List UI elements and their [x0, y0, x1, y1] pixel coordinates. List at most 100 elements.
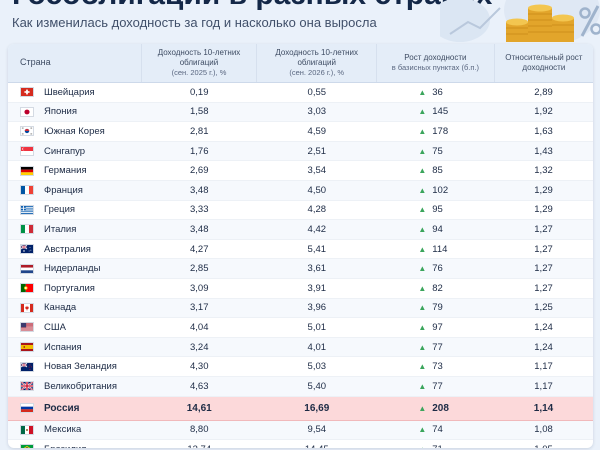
country-cell: Великобритания — [8, 381, 141, 392]
table-row: Испания 3,24 4,01 ▲ 77 1,24 — [8, 337, 593, 358]
arrow-up-icon: ▲ — [418, 264, 427, 274]
table-row-highlighted: Россия 14,61 16,69 ▲ 208 1,14 — [8, 396, 593, 421]
yield-2026-cell: 0,55 — [307, 86, 327, 98]
country-cell: Греция — [8, 204, 141, 215]
growth-cell: ▲ 178 — [377, 126, 495, 137]
arrow-up-icon: ▲ — [418, 126, 427, 136]
brazil-flag-icon — [20, 444, 44, 448]
country-cell: Новая Зеландия — [8, 361, 141, 372]
growth-value: 74 — [432, 424, 443, 436]
table-row: Италия 3,48 4,42 ▲ 94 1,27 — [8, 220, 593, 240]
relative-growth-cell: 2,89 — [534, 86, 553, 98]
growth-cell: ▲ 79 — [377, 302, 495, 313]
country-name: Новая Зеландия — [44, 361, 117, 373]
mexico-flag-icon — [20, 424, 44, 435]
yield-2025-cell: 8,80 — [189, 424, 209, 436]
table-row: Южная Корея 2,81 4,59 ▲ 178 1,63 — [8, 122, 593, 142]
country-name: Испания — [44, 341, 82, 353]
growth-value: 178 — [432, 125, 449, 137]
country-name: Франция — [44, 184, 83, 196]
country-name: Япония — [44, 106, 77, 118]
south-korea-flag-icon — [20, 126, 44, 137]
country-name: Греция — [44, 204, 76, 216]
page-title: Гособлигации в разных странах — [12, 0, 492, 12]
yield-2025-cell: 4,27 — [189, 243, 209, 255]
growth-value: 97 — [432, 321, 443, 333]
yield-2025-cell: 4,63 — [189, 380, 209, 392]
yield-2026-cell: 4,28 — [307, 204, 327, 216]
country-name: Бразилия — [44, 444, 86, 448]
growth-cell: ▲ 77 — [377, 342, 495, 353]
coins-illustration-icon — [440, 0, 600, 42]
growth-cell: ▲ 95 — [377, 204, 495, 215]
yield-2025-cell: 3,09 — [189, 282, 209, 294]
yield-2026-cell: 5,03 — [307, 361, 327, 373]
yield-2026-cell: 4,50 — [307, 184, 327, 196]
growth-value: 36 — [432, 86, 443, 98]
usa-flag-icon — [20, 322, 44, 333]
table-row: Бразилия 13,7414,45 ▲ 71 1,05 — [8, 440, 593, 448]
yield-2026-cell: 3,91 — [307, 282, 327, 294]
yield-2026-cell: 5,01 — [307, 321, 327, 333]
growth-value: 208 — [432, 402, 449, 414]
country-name: Россия — [44, 402, 80, 414]
france-flag-icon — [20, 185, 44, 196]
yield-2026-cell: 3,54 — [307, 165, 327, 177]
country-cell: Япония — [8, 106, 141, 117]
column-header-yield-2026: Доходность 10-летних облигаций (сен. 202… — [256, 44, 376, 82]
country-cell: Испания — [8, 342, 141, 353]
relative-growth-cell: 1,17 — [534, 361, 553, 373]
yield-2026-cell: 16,69 — [304, 402, 330, 414]
yield-2026-cell: 14,45 — [257, 444, 377, 448]
growth-value: 145 — [432, 106, 449, 118]
table-row: Нидерланды 2,85 3,61 ▲ 76 1,27 — [8, 259, 593, 279]
arrow-up-icon: ▲ — [418, 303, 427, 313]
arrow-up-icon: ▲ — [418, 146, 427, 156]
relative-growth-cell: 1,29 — [534, 184, 553, 196]
relative-growth-cell: 1,63 — [534, 125, 553, 137]
growth-value: 76 — [432, 263, 443, 275]
japan-flag-icon — [20, 106, 44, 117]
growth-value: 82 — [432, 282, 443, 294]
table-row: Германия 2,69 3,54 ▲ 85 1,32 — [8, 161, 593, 181]
canada-flag-icon — [20, 302, 44, 313]
yield-2026-cell: 3,03 — [307, 106, 327, 118]
yield-2025-cell: 2,81 — [189, 125, 209, 137]
arrow-up-icon: ▲ — [418, 87, 427, 97]
country-cell: Португалия — [8, 283, 141, 294]
growth-value: 75 — [432, 145, 443, 157]
arrow-up-icon: ▲ — [418, 342, 427, 352]
yield-2025-cell: 0,19 — [189, 86, 209, 98]
arrow-up-icon: ▲ — [418, 185, 427, 195]
growth-value: 102 — [432, 184, 449, 196]
table-row: Великобритания 4,63 5,40 ▲ 77 1,17 — [8, 376, 593, 397]
yield-2025-cell: 3,48 — [189, 184, 209, 196]
australia-flag-icon — [20, 244, 44, 255]
arrow-up-icon: ▲ — [418, 283, 427, 293]
country-name: Швейцария — [44, 86, 95, 98]
country-cell: Бразилия — [8, 444, 141, 448]
netherlands-flag-icon — [20, 263, 44, 274]
relative-growth-cell: 1,08 — [534, 424, 553, 436]
country-cell: Франция — [8, 185, 141, 196]
uk-flag-icon — [20, 381, 44, 392]
arrow-up-icon: ▲ — [418, 107, 427, 117]
country-name: Италия — [44, 223, 77, 235]
country-cell: США — [8, 322, 141, 333]
growth-cell: ▲ 74 — [377, 424, 495, 435]
yield-2025-cell: 4,04 — [189, 321, 209, 333]
country-name: Нидерланды — [44, 263, 101, 275]
page-subtitle: Как изменилась доходность за год и наско… — [12, 15, 377, 30]
growth-value: 94 — [432, 223, 443, 235]
yield-2025-cell: 14,61 — [186, 402, 212, 414]
table-row: Сингапур 1,76 2,51 ▲ 75 1,43 — [8, 141, 593, 162]
relative-growth-cell: 1,43 — [534, 145, 553, 157]
table-row: США 4,04 5,01 ▲ 97 1,24 — [8, 318, 593, 338]
yield-2025-cell: 1,58 — [189, 106, 209, 118]
country-cell: Швейцария — [8, 87, 141, 98]
relative-growth-cell: 1,24 — [534, 341, 553, 353]
growth-cell: ▲ 114 — [377, 244, 495, 255]
country-cell: Россия — [8, 403, 141, 414]
column-header-relative-growth: Относительный рост доходности — [493, 44, 593, 82]
singapore-flag-icon — [20, 146, 44, 157]
